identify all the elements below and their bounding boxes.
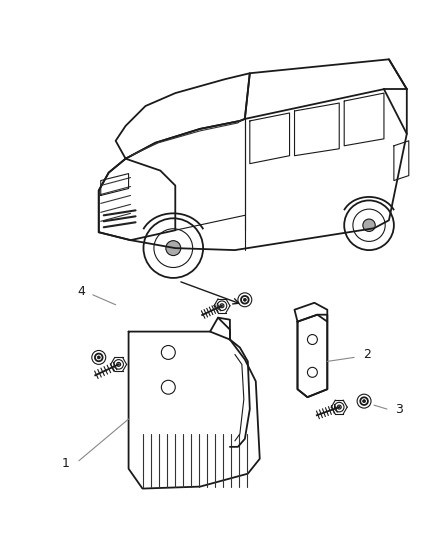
- Circle shape: [363, 400, 366, 402]
- Circle shape: [244, 298, 246, 301]
- Text: 4: 4: [77, 285, 85, 298]
- Circle shape: [166, 241, 181, 255]
- Circle shape: [117, 362, 120, 366]
- Circle shape: [220, 304, 224, 308]
- Text: 3: 3: [395, 402, 403, 416]
- Circle shape: [97, 356, 100, 359]
- Circle shape: [363, 219, 375, 231]
- Circle shape: [337, 405, 341, 409]
- Text: 1: 1: [62, 457, 70, 470]
- Text: 2: 2: [363, 348, 371, 361]
